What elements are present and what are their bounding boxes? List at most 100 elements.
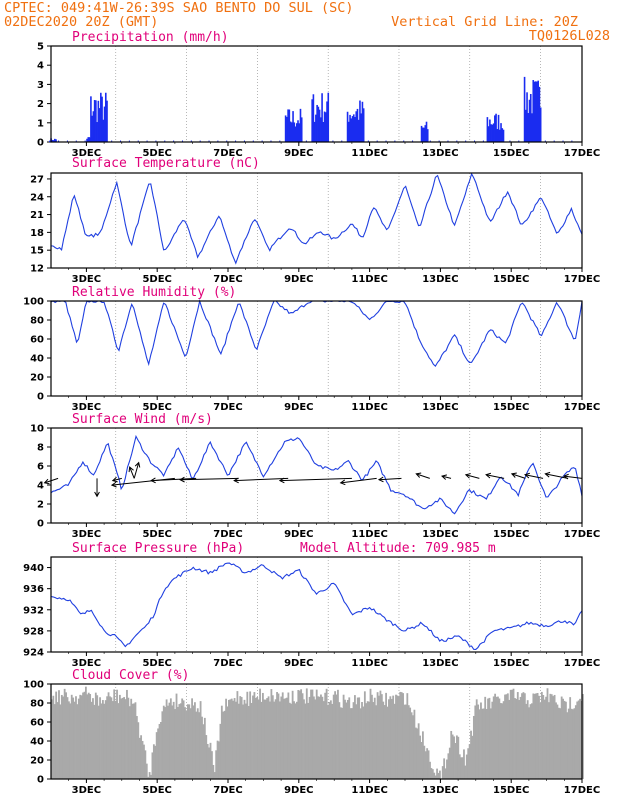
cloud-bar — [178, 704, 181, 779]
cloud-bar — [457, 736, 460, 779]
wind-arrow — [377, 476, 402, 483]
cloud-bar — [396, 695, 399, 779]
wind-arrow-head — [377, 476, 384, 483]
cloud-bar — [218, 741, 220, 779]
precip-bar — [288, 109, 291, 142]
y-tick-label: 0 — [37, 775, 44, 786]
x-tick-label: 3DEC — [72, 148, 101, 159]
cloud-bar — [87, 692, 90, 779]
cloud-bar — [335, 694, 338, 779]
precip-trace — [314, 140, 316, 142]
cloud-bar — [161, 711, 164, 779]
cloud-bar — [545, 696, 547, 779]
cloud-bar — [256, 697, 259, 779]
cloud-bar — [182, 700, 185, 779]
cloud-bar — [557, 707, 560, 779]
cloud-bar — [470, 730, 472, 779]
cloud-bar — [287, 692, 290, 779]
cloud-bar — [135, 716, 138, 779]
precip-trace — [527, 140, 529, 142]
cloud-bar — [410, 712, 413, 779]
cloud-bar — [525, 703, 528, 779]
x-tick-label: 7DEC — [213, 402, 242, 413]
precip-bar — [315, 114, 317, 142]
cloud-bar — [216, 740, 219, 779]
cloud-bar — [499, 703, 502, 779]
cloud-bar — [114, 700, 117, 779]
precip-trace — [279, 140, 281, 142]
x-tick-label: 15DEC — [493, 658, 529, 669]
precip-bar — [289, 121, 292, 142]
precip-bar — [498, 129, 501, 142]
cloud-bar — [380, 694, 383, 779]
wind-arrow-shaft — [511, 473, 526, 479]
x-tick-label: 15DEC — [493, 529, 529, 540]
precip-bar — [49, 140, 51, 142]
cloud-bar — [191, 698, 193, 779]
precip-trace — [102, 140, 104, 142]
cloud-bar — [409, 707, 412, 779]
y-tick-label: 0 — [37, 519, 44, 530]
cloud-bar — [324, 692, 327, 779]
cloud-bar — [385, 692, 387, 779]
cloud-bar — [320, 694, 322, 779]
precip-trace — [447, 140, 449, 142]
wind-arrow-shaft — [133, 462, 140, 479]
precip-bar — [299, 108, 302, 142]
cloud-bar — [314, 699, 317, 779]
cloud-bar — [155, 732, 158, 779]
series-line — [50, 434, 583, 515]
wind-arrow — [485, 472, 505, 479]
series-line — [50, 562, 583, 650]
precip-bar — [538, 86, 541, 142]
cloud-bar — [260, 701, 263, 779]
cloud-bar — [123, 697, 126, 779]
x-tick-label: 17DEC — [564, 529, 600, 540]
y-tick-label: 40 — [30, 354, 44, 365]
cloud-bar — [228, 699, 230, 779]
cloud-bar — [60, 694, 63, 779]
cloud-bar — [59, 704, 62, 779]
cloud-bar — [315, 689, 318, 779]
cloud-bar — [515, 698, 518, 779]
cloud-bar — [75, 696, 77, 779]
cloud-bar — [69, 703, 72, 779]
precip-trace — [509, 140, 511, 142]
wind-arrow-head — [441, 474, 447, 480]
cloud-bar — [239, 696, 242, 779]
cloud-bar — [523, 693, 526, 779]
precip-trace — [261, 140, 263, 142]
precip-trace — [544, 140, 546, 142]
cloud-bar — [489, 708, 492, 779]
cloud-bar — [223, 710, 226, 779]
precip-bar — [533, 81, 536, 142]
cloud-bar — [148, 772, 151, 779]
precip-bar — [356, 108, 359, 142]
wind-arrow-head — [278, 477, 285, 484]
precip-bar — [362, 108, 365, 142]
y-tick-label: 2 — [37, 99, 44, 110]
cloud-bar — [97, 705, 100, 779]
cloud-bar — [407, 705, 410, 779]
cloud-bar — [254, 697, 257, 779]
x-tick-label: 11DEC — [351, 658, 387, 669]
x-tick-label: 7DEC — [213, 274, 242, 285]
precip-trace — [553, 140, 555, 142]
cloud-bar — [538, 695, 540, 779]
cloud-bar — [281, 692, 284, 779]
cloud-bar — [247, 705, 250, 779]
y-tick-label: 10 — [30, 424, 44, 435]
wind-arrow — [415, 472, 430, 479]
cloud-bar — [196, 708, 199, 779]
cloud-bar — [420, 742, 423, 779]
wind-arrow-shaft — [129, 466, 135, 479]
wind-arrow-head — [339, 479, 346, 486]
cloud-bar — [67, 701, 70, 779]
cloud-bar — [101, 700, 104, 779]
cloud-bar — [213, 772, 216, 779]
x-tick-label: 13DEC — [422, 658, 458, 669]
cloud-bar — [339, 707, 342, 779]
precip-bar — [360, 113, 362, 142]
cloud-bar — [277, 693, 280, 779]
